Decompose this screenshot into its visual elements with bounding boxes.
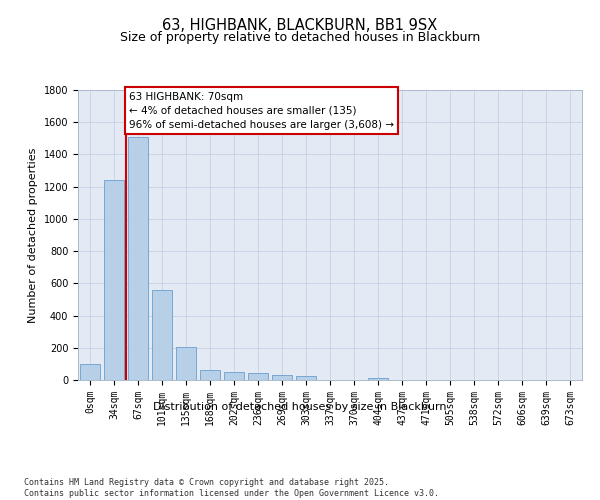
Bar (128, 136, 148, 380)
Y-axis label: Number of detached properties: Number of detached properties (28, 148, 38, 322)
Bar (176, 347, 196, 380)
Bar (248, 373, 268, 380)
Bar (200, 370, 220, 380)
Bar (224, 372, 244, 380)
Bar (104, 180, 124, 380)
Text: Size of property relative to detached houses in Blackburn: Size of property relative to detached ho… (120, 31, 480, 44)
Bar (80, 364, 100, 380)
Text: 63, HIGHBANK, BLACKBURN, BB1 9SX: 63, HIGHBANK, BLACKBURN, BB1 9SX (163, 18, 437, 32)
Bar (368, 378, 388, 380)
Bar (272, 375, 292, 380)
Text: Contains HM Land Registry data © Crown copyright and database right 2025.
Contai: Contains HM Land Registry data © Crown c… (24, 478, 439, 498)
Bar (152, 290, 172, 380)
Text: 63 HIGHBANK: 70sqm
← 4% of detached houses are smaller (135)
96% of semi-detache: 63 HIGHBANK: 70sqm ← 4% of detached hous… (129, 92, 394, 130)
Bar (296, 376, 316, 380)
Text: Distribution of detached houses by size in Blackburn: Distribution of detached houses by size … (153, 402, 447, 412)
